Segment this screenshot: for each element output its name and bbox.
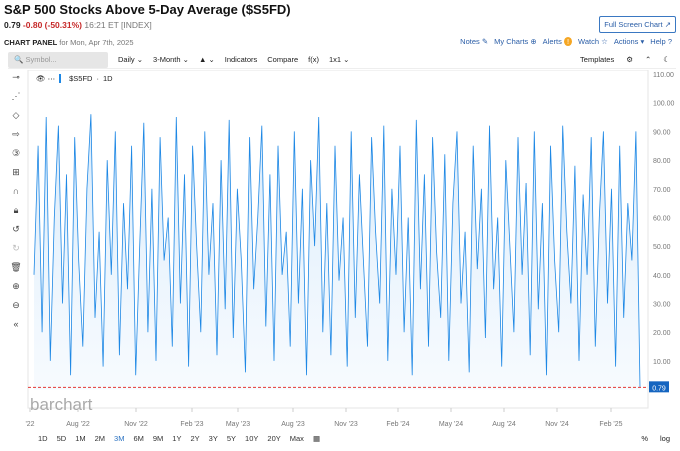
alerts-link[interactable]: Alerts !: [543, 37, 573, 46]
crosshair-icon[interactable]: ⊸: [12, 72, 20, 82]
chart-links: Notes ✎ My Charts ⊕ Alerts ! Watch ☆ Act…: [460, 37, 672, 46]
calendar-icon[interactable]: ▦: [312, 434, 321, 443]
y-tick-label: 50.00: [653, 244, 671, 251]
range-20Y[interactable]: 20Y: [267, 434, 281, 443]
y-tick-label: 90.00: [653, 129, 671, 136]
quote-line: 0.79 -0.80 (-50.31%) 16:21 ET [INDEX]: [4, 20, 152, 30]
x-tick-label: Aug '22: [66, 421, 90, 428]
log-toggle[interactable]: log: [659, 434, 670, 443]
scale-controls: % log: [641, 434, 670, 443]
watch-link[interactable]: Watch ☆: [578, 37, 608, 46]
legend-symbol: $S5FD: [69, 74, 93, 83]
x-tick-label: '22: [25, 421, 34, 428]
range-9M[interactable]: 9M: [152, 434, 164, 443]
range-6M[interactable]: 6M: [133, 434, 144, 443]
help-link[interactable]: Help ?: [650, 37, 672, 46]
range-1M[interactable]: 1M: [75, 434, 86, 443]
y-tick-label: 40.00: [653, 273, 671, 280]
x-tick-label: Nov '23: [334, 421, 358, 428]
x-tick-label: Feb '23: [180, 421, 203, 428]
gear-icon[interactable]: ⚙: [626, 55, 633, 64]
x-tick-label: Feb '24: [386, 421, 409, 428]
chart-type-icon[interactable]: ▲ ⌄: [198, 55, 215, 64]
range-3Y[interactable]: 3Y: [208, 434, 218, 443]
full-screen-chart-button[interactable]: Full Screen Chart ↗: [599, 16, 676, 33]
measure-icon[interactable]: ⊞: [12, 167, 20, 177]
y-tick-label: 30.00: [653, 302, 671, 309]
x-tick-label: May '24: [439, 421, 463, 428]
fx-button[interactable]: f(x): [308, 55, 319, 64]
zoom-in-icon[interactable]: ⊕: [12, 281, 20, 291]
chart-legend: 👁︎ ⋯ $S5FD · 1D: [36, 74, 113, 83]
arrow-icon[interactable]: ⇨: [12, 129, 20, 139]
barchart-logo: barchart: [30, 395, 93, 414]
undo-icon[interactable]: ↺: [12, 224, 20, 234]
redo-icon[interactable]: ↻: [12, 243, 20, 253]
x-tick-label: Nov '22: [124, 421, 148, 428]
range-2Y[interactable]: 2Y: [190, 434, 200, 443]
series-color: [59, 74, 62, 83]
range-1Y[interactable]: 1Y: [172, 434, 182, 443]
range-3M[interactable]: 3M: [114, 434, 125, 443]
percent-toggle[interactable]: %: [641, 434, 648, 443]
panel-date: for Mon, Apr 7th, 2025: [59, 38, 134, 47]
alert-icon: !: [563, 37, 573, 46]
range-2M[interactable]: 2M: [94, 434, 106, 443]
x-tick-label: Aug '24: [492, 421, 516, 428]
y-tick-label: 110.00: [653, 72, 674, 79]
drawing-tools: ⊸ ⋰ ◇ ⇨ ③ ⊞ ∩ 🔒︎ ↺ ↻ 🗑︎ ⊕ ⊖ «: [6, 72, 26, 332]
lock-icon[interactable]: 🔒︎: [13, 205, 19, 215]
last-price: 0.79: [4, 20, 21, 30]
legend-interval: 1D: [102, 74, 113, 83]
y-tick-label: 60.00: [653, 215, 671, 222]
chart-toolbar: 🔍 Symbol... Daily ⌄ 3-Month ⌄ ▲ ⌄ Indica…: [8, 51, 676, 69]
theme-icon[interactable]: ☾: [663, 55, 670, 64]
range-10Y[interactable]: 10Y: [245, 434, 259, 443]
y-tick-label: 10.00: [653, 359, 671, 366]
chart-canvas[interactable]: 0.79 110.00 100.00 90.00 80.00 70.00 60.00 50.0…: [0, 70, 680, 432]
last-price-label: 0.79: [652, 385, 666, 392]
symbol-input[interactable]: 🔍 Symbol...: [8, 51, 108, 68]
x-tick-label: Aug '23: [281, 421, 305, 428]
period-select[interactable]: 3-Month ⌄: [153, 55, 189, 64]
interval-select[interactable]: Daily ⌄: [118, 55, 144, 64]
trash-icon[interactable]: 🗑︎: [10, 262, 22, 272]
templates-button[interactable]: Templates: [580, 55, 615, 64]
trendline-icon[interactable]: ⋰: [11, 91, 21, 101]
panel-label: CHART PANEL: [4, 38, 58, 47]
x-tick-label: May '23: [226, 421, 250, 428]
eye-icon[interactable]: 👁︎ ⋯: [36, 74, 56, 83]
compare-button[interactable]: Compare: [267, 55, 299, 64]
actions-menu[interactable]: Actions ▾: [613, 37, 645, 46]
x-tick-label: Feb '25: [599, 421, 622, 428]
quote-time: 16:21 ET [INDEX]: [84, 20, 152, 30]
series-line: [33, 114, 641, 388]
notes-link[interactable]: Notes ✎: [460, 37, 489, 46]
last-price-badge: [649, 381, 669, 393]
chart-panel-label: CHART PANEL for Mon, Apr 7th, 2025: [4, 38, 134, 47]
range-Max[interactable]: Max: [289, 434, 304, 443]
range-selector: 1D 5D 1M 2M 3M 6M 9M 1Y 2Y 3Y 5Y 10Y 20Y Max ▦: [38, 434, 320, 443]
x-tick-label: Nov '24: [545, 421, 569, 428]
page-title: S&P 500 Stocks Above 5-Day Average ($S5F…: [4, 2, 291, 17]
magnet-icon[interactable]: ∩: [12, 186, 20, 196]
range-1D[interactable]: 1D: [38, 434, 48, 443]
price-change: -0.80 (-50.31%): [22, 20, 82, 30]
range-5Y[interactable]: 5Y: [226, 434, 237, 443]
shape-icon[interactable]: ◇: [12, 110, 20, 120]
y-tick-label: 70.00: [653, 187, 671, 194]
y-tick-label: 100.00: [653, 101, 675, 108]
indicators-button[interactable]: Indicators: [224, 55, 258, 64]
full-screen-label: Full Screen Chart: [604, 20, 663, 29]
my-charts-link[interactable]: My Charts ⊕: [494, 37, 537, 46]
collapse-icon[interactable]: ⌃: [644, 55, 652, 64]
fib-icon[interactable]: ③: [11, 148, 21, 158]
y-tick-label: 80.00: [653, 158, 671, 165]
zoom-out-icon[interactable]: ⊖: [12, 300, 20, 310]
y-tick-label: 20.00: [653, 330, 671, 337]
layout-select[interactable]: 1x1 ⌄: [328, 55, 350, 64]
range-5D[interactable]: 5D: [56, 434, 67, 443]
collapse-tools-icon[interactable]: «: [13, 319, 19, 329]
